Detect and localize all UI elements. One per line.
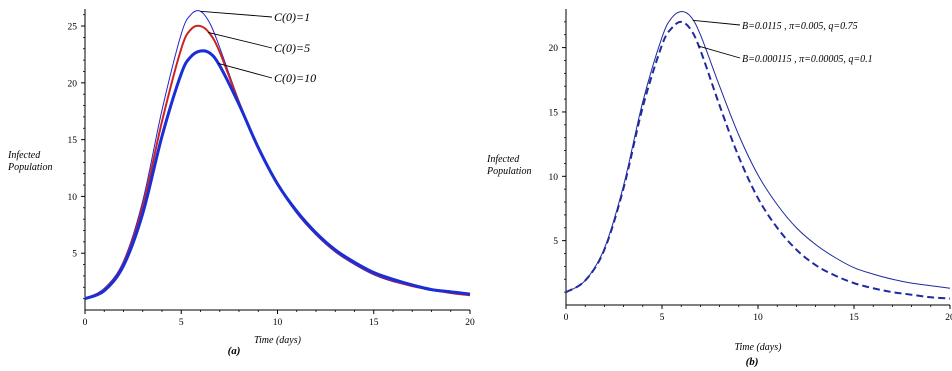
annotation-leader [692,19,741,26]
chart-panel-b: 0 5 10 15 20 5 10 15 20 Time (days) InfectedPopula… [486,9,952,368]
x-axis-title: Time (days) [254,335,302,346]
series-line-2 [84,24,471,300]
y-tick-label: 10 [68,193,78,203]
x-tick-label: 15 [369,318,379,328]
y-axis-title: Infected [7,150,41,161]
y-tick-label: 15 [68,136,78,146]
annotation-label: C(0)=1 [274,10,310,24]
x-tick-label: 10 [753,313,763,323]
x-tick-label: 20 [465,318,475,328]
annotation-leader [200,10,273,18]
y-tick-label: 20 [68,79,78,89]
y-tick-label: 25 [68,23,78,33]
x-tick-label: 15 [849,313,859,323]
panel-caption: (a) [228,345,241,357]
annotation-label: C(0)=5 [274,41,310,55]
x-axis-title: Time (days) [735,342,783,353]
y-tick-label: 10 [549,173,559,183]
y-tick-label: 5 [72,250,77,260]
y-axis-title: Population [486,166,531,177]
x-tick-label: 5 [179,318,184,328]
y-axis-title: Population [7,162,52,173]
x-tick-label: 10 [273,318,283,328]
x-tick-label: 5 [660,313,665,323]
annotation-leader [698,45,741,59]
series-line-2 [565,20,951,300]
chart-panel-a: 0 5 10 15 20 5 10 15 20 25 Time (days) InfectedPopu… [7,9,475,357]
annotation-label: B=0.0115 , π=0.005, q=0.75 [742,21,858,32]
x-tick-label: 20 [945,313,952,323]
x-tick-label: 0 [564,313,569,323]
panel-caption: (b) [746,356,759,368]
series-line-1 [565,11,951,293]
y-tick-label: 20 [549,44,559,54]
y-axis-title: Infected [486,154,520,165]
annotation-leader [217,62,273,79]
y-tick-label: 5 [553,237,558,247]
series-line-3 [84,49,471,301]
y-tick-label: 15 [549,108,559,118]
annotation-label: C(0)=10 [274,71,316,85]
annotation-leader [208,31,273,49]
annotation-label: B=0.000115 , π=0.00005, q=0.1 [742,54,873,65]
x-tick-label: 0 [83,318,88,328]
